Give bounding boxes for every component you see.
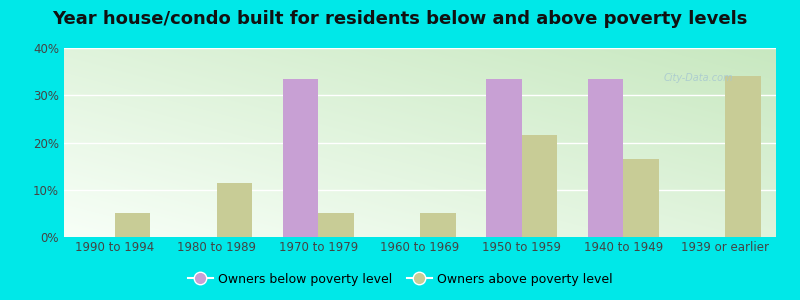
Bar xyxy=(725,76,761,237)
Legend: Owners below poverty level, Owners above poverty level: Owners below poverty level, Owners above… xyxy=(182,268,618,291)
Bar xyxy=(522,135,558,237)
Bar xyxy=(318,213,354,237)
Bar xyxy=(486,79,522,237)
Bar xyxy=(115,213,150,237)
Bar xyxy=(623,159,659,237)
Bar xyxy=(588,79,623,237)
Text: Year house/condo built for residents below and above poverty levels: Year house/condo built for residents bel… xyxy=(52,11,748,28)
Bar xyxy=(420,213,456,237)
Bar xyxy=(217,183,252,237)
Bar xyxy=(282,79,318,237)
Text: City-Data.com: City-Data.com xyxy=(664,73,734,83)
